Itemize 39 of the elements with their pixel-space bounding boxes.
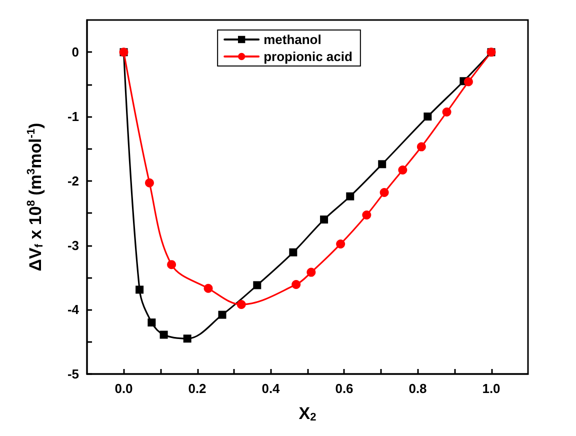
point [442, 108, 452, 117]
y-tick-label: -4 [67, 302, 80, 318]
point [346, 192, 354, 200]
text: ΔVf x 108 (m3mol-1) [26, 122, 46, 272]
legend-label: propionic acid [264, 49, 352, 64]
point [380, 188, 389, 197]
x-tick-label: 0.2 [188, 381, 206, 396]
point [148, 318, 156, 327]
y-tick-label: -1 [67, 109, 79, 124]
y-tick-label: 0 [72, 44, 79, 60]
x-tick-label: 0.6 [335, 381, 354, 396]
point [160, 330, 168, 339]
point [378, 160, 386, 168]
point [320, 216, 328, 224]
point [424, 112, 432, 121]
x-tick-label: 1.0 [482, 381, 500, 396]
point [336, 239, 346, 248]
y-tick-label: -5 [67, 366, 79, 382]
legend-label: methanol [264, 32, 322, 47]
x-tick-label: 0.4 [262, 381, 281, 396]
point [136, 286, 144, 294]
point [144, 178, 154, 188]
point [292, 280, 301, 290]
point [398, 165, 408, 174]
point [183, 334, 192, 343]
point [416, 142, 426, 152]
x-tick-label: 0.8 [408, 381, 427, 396]
point [167, 260, 176, 270]
point [464, 77, 473, 86]
point [306, 268, 316, 277]
point [204, 284, 213, 293]
x-tick-label: 0.0 [114, 381, 133, 396]
y-tick-label: -3 [67, 238, 79, 253]
point [218, 310, 226, 319]
point [362, 210, 372, 220]
point [289, 248, 298, 256]
point [253, 281, 262, 290]
point [236, 300, 246, 309]
y-tick-label: -2 [67, 173, 79, 188]
